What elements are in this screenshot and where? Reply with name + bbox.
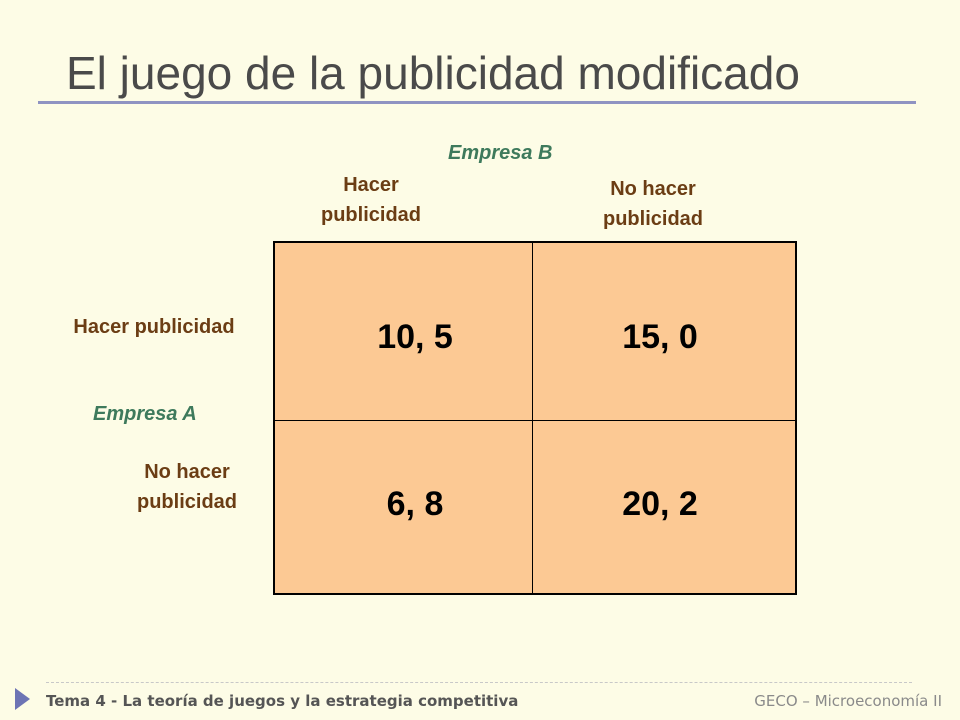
matrix-vertical-divider (532, 243, 533, 593)
matrix-horizontal-divider (275, 420, 795, 421)
column-header-hacer-publicidad: Hacer publicidad (296, 170, 446, 230)
column-header-line: publicidad (603, 208, 703, 230)
footer-divider (46, 682, 912, 683)
row-header-no-hacer-publicidad: No hacer publicidad (112, 457, 262, 517)
footer-course: GECO – Microeconomía II (754, 692, 942, 710)
title-underline (38, 101, 916, 104)
row-header-line: publicidad (137, 491, 237, 513)
column-header-line: No hacer (610, 178, 696, 200)
payoff-cell-r1-c1: 10, 5 (377, 318, 453, 356)
row-header-hacer-publicidad: Hacer publicidad (73, 316, 235, 338)
slide-title: El juego de la publicidad modificado (66, 47, 800, 99)
payoff-matrix: 10, 5 15, 0 6, 8 20, 2 (273, 241, 797, 595)
column-header-line: Hacer (343, 174, 399, 196)
payoff-cell-r2-c1: 6, 8 (386, 485, 444, 523)
payoff-cell-r2-c2: 20, 2 (622, 485, 698, 523)
payoff-cell-r1-c2: 15, 0 (622, 318, 698, 356)
player-a-label: Empresa A (93, 403, 197, 425)
row-header-line: No hacer (144, 461, 230, 483)
player-b-label: Empresa B (448, 142, 553, 164)
column-header-no-hacer-publicidad: No hacer publicidad (578, 174, 728, 234)
footer-topic: Tema 4 - La teoría de juegos y la estrat… (46, 692, 519, 710)
play-arrow-icon (15, 688, 30, 710)
column-header-line: publicidad (321, 204, 421, 226)
